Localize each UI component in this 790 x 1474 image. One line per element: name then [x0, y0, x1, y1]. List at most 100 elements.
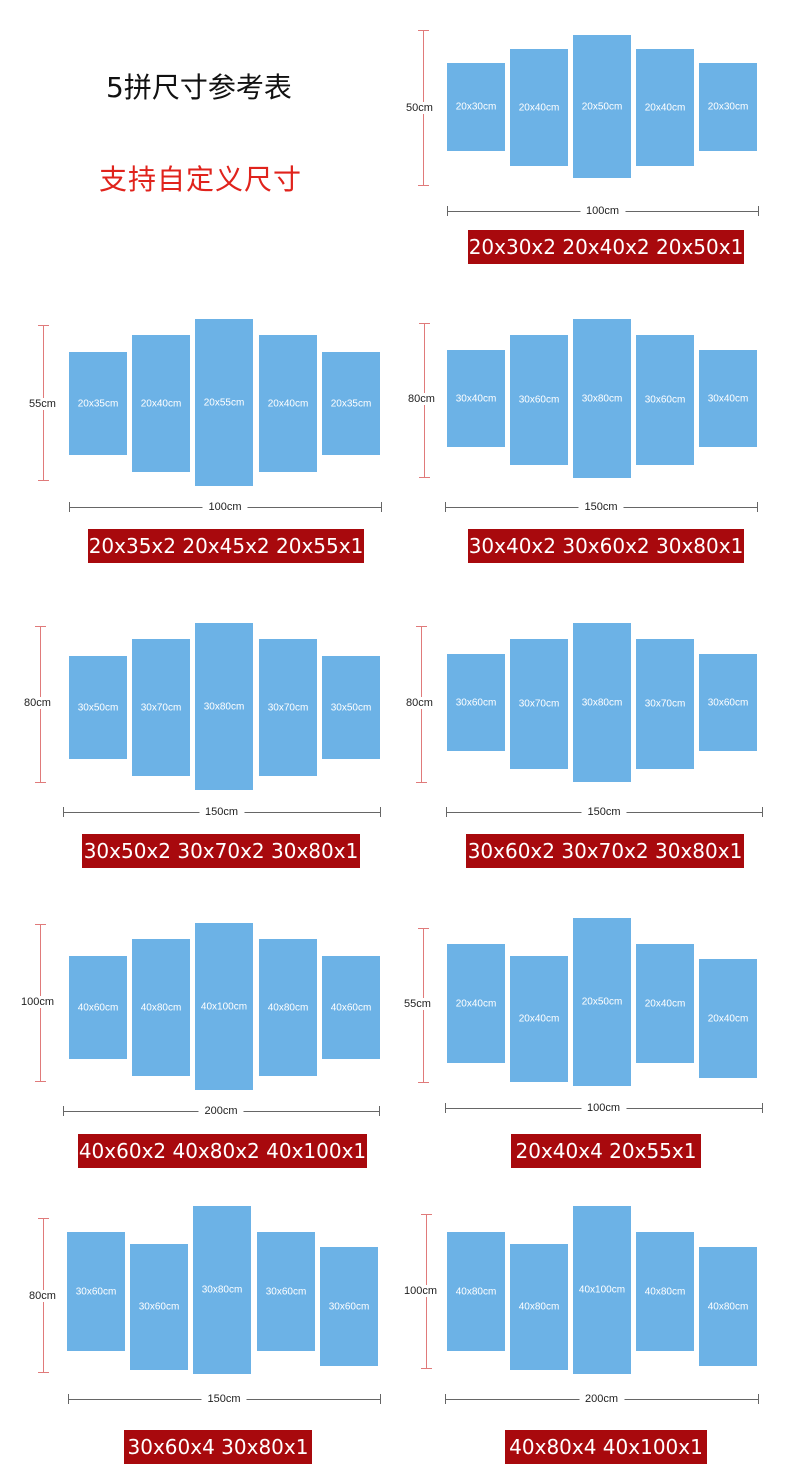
canvas-panel: 40x60cm [69, 956, 127, 1059]
page-title: 5拼尺寸参考表 [106, 71, 292, 104]
height-label: 80cm [406, 697, 433, 709]
height-label: 50cm [406, 102, 433, 114]
width-rule-tick [447, 206, 448, 216]
canvas-panel: 30x60cm [699, 654, 757, 751]
width-rule-tick [68, 1394, 69, 1404]
panel-size-label: 30x40cm [707, 393, 749, 404]
canvas-panel: 30x40cm [447, 350, 505, 447]
width-rule [63, 1111, 379, 1112]
canvas-panel: 20x40cm [636, 49, 694, 166]
height-rule-tick [418, 1082, 429, 1083]
canvas-panel: 30x80cm [193, 1206, 251, 1374]
height-rule-tick [38, 325, 49, 326]
canvas-panel: 40x100cm [195, 923, 253, 1090]
width-rule [68, 1399, 380, 1400]
height-rule-tick [421, 1214, 432, 1215]
panel-size-label: 20x30cm [455, 101, 497, 113]
width-rule-tick [445, 502, 446, 512]
canvas-panel: 40x80cm [699, 1247, 757, 1366]
panel-size-label: 20x35cm [330, 398, 372, 409]
canvas-panel: 30x70cm [259, 639, 317, 776]
canvas-panel: 30x70cm [636, 639, 694, 769]
canvas-panel: 20x40cm [447, 944, 505, 1063]
canvas-panel: 20x40cm [132, 335, 190, 472]
height-label: 80cm [24, 697, 51, 709]
size-spec-banner: 20x30x2 20x40x2 20x50x1 [468, 230, 744, 264]
panel-size-label: 20x40cm [455, 998, 497, 1009]
canvas-panel: 20x35cm [69, 352, 127, 455]
panel-size-label: 20x35cm [77, 398, 119, 409]
height-rule-tick [38, 1372, 49, 1373]
panel-size-label: 20x40cm [267, 398, 309, 409]
canvas-panel: 30x80cm [573, 623, 631, 782]
width-rule [445, 1399, 758, 1400]
canvas-panel: 30x80cm [573, 319, 631, 478]
height-rule-tick [35, 1081, 46, 1082]
panel-size-label: 30x60cm [328, 1301, 370, 1312]
width-rule [69, 507, 381, 508]
canvas-panel: 30x80cm [195, 623, 253, 790]
canvas-panel: 20x40cm [636, 944, 694, 1063]
panel-size-label: 40x80cm [644, 1286, 686, 1297]
panel-size-label: 30x70cm [140, 702, 182, 713]
width-rule-tick [758, 206, 759, 216]
panel-size-label: 20x40cm [518, 1013, 560, 1025]
width-rule-tick [757, 502, 758, 512]
panel-size-label: 30x60cm [75, 1286, 117, 1297]
width-label: 150cm [198, 806, 245, 818]
canvas-panel: 40x80cm [447, 1232, 505, 1351]
height-rule [40, 924, 41, 1081]
panel-size-label: 20x40cm [644, 102, 686, 113]
canvas-panel: 20x40cm [510, 49, 568, 166]
height-rule [423, 928, 424, 1082]
canvas-panel: 20x30cm [447, 63, 505, 151]
canvas-panel: 30x70cm [132, 639, 190, 776]
panel-size-label: 40x80cm [455, 1286, 497, 1297]
size-spec-banner: 20x40x4 20x55x1 [511, 1134, 701, 1168]
panel-size-label: 30x60cm [455, 697, 497, 708]
panel-size-label: 30x80cm [581, 697, 623, 708]
width-rule-tick [445, 1394, 446, 1404]
width-label: 100cm [579, 205, 626, 217]
height-label: 80cm [408, 393, 435, 405]
canvas-panel: 30x60cm [320, 1247, 378, 1366]
height-rule [423, 30, 424, 185]
height-rule-tick [416, 626, 427, 627]
height-rule-tick [416, 782, 427, 783]
panel-size-label: 40x60cm [77, 1002, 119, 1013]
height-label: 100cm [404, 1285, 438, 1297]
canvas-panel: 30x60cm [510, 335, 568, 465]
width-label: 100cm [202, 501, 248, 513]
height-rule-tick [418, 185, 429, 186]
width-rule [445, 1108, 762, 1109]
size-spec-banner: 20x35x2 20x45x2 20x55x1 [88, 529, 364, 563]
canvas-panel: 20x55cm [195, 319, 253, 486]
width-label: 200cm [578, 1393, 625, 1405]
height-rule-tick [35, 782, 46, 783]
height-rule-tick [419, 323, 430, 324]
width-rule-tick [380, 807, 381, 817]
canvas-panel: 20x30cm [699, 63, 757, 151]
canvas-panel: 30x70cm [510, 639, 568, 769]
canvas-panel: 40x80cm [636, 1232, 694, 1351]
panel-size-label: 20x55cm [203, 397, 245, 408]
size-spec-banner: 40x80x4 40x100x1 [505, 1430, 707, 1464]
height-rule [43, 325, 44, 480]
height-rule [421, 626, 422, 782]
size-spec-banner: 30x50x2 30x70x2 30x80x1 [82, 834, 360, 868]
size-spec-banner: 30x40x2 30x60x2 30x80x1 [468, 529, 744, 563]
panel-size-label: 30x60cm [138, 1301, 180, 1313]
panel-size-label: 30x40cm [455, 393, 497, 404]
width-label: 150cm [578, 501, 624, 513]
width-rule-tick [69, 502, 70, 512]
width-label: 200cm [198, 1105, 244, 1117]
panel-size-label: 30x60cm [707, 697, 749, 708]
height-label: 100cm [21, 996, 55, 1008]
canvas-panel: 30x60cm [447, 654, 505, 751]
panel-size-label: 20x40cm [518, 102, 560, 113]
panel-size-label: 20x40cm [644, 998, 686, 1009]
canvas-panel: 40x80cm [510, 1244, 568, 1370]
height-rule-tick [38, 480, 49, 481]
panel-size-label: 40x100cm [578, 1284, 626, 1296]
canvas-panel: 20x50cm [573, 918, 631, 1086]
